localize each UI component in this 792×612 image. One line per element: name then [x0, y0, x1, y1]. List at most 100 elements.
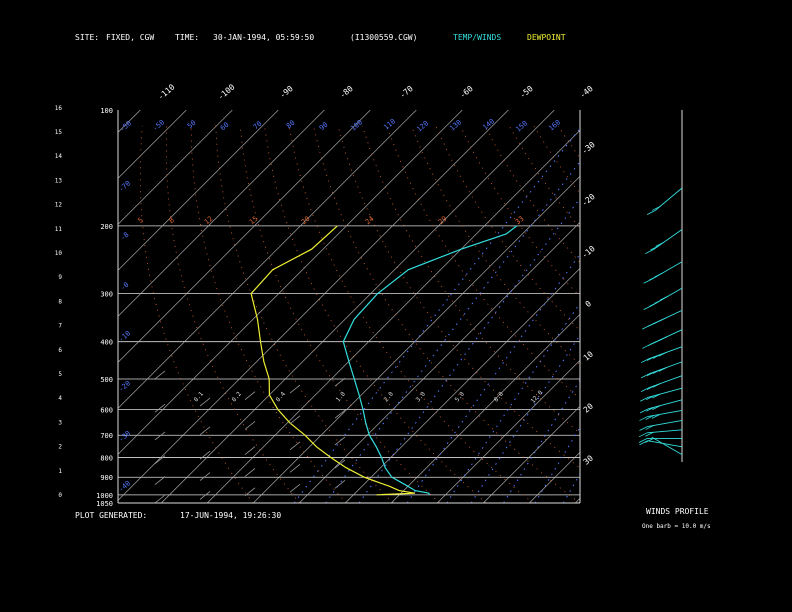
isotherm-line	[118, 110, 509, 501]
plot-generated-label: PLOT GENERATED:	[75, 511, 148, 520]
isotherm-top-label: -100	[216, 82, 237, 101]
wind-tick	[334, 436, 346, 446]
temperature-profile-line	[342, 225, 518, 496]
pressure-tick-label: 700	[100, 432, 113, 440]
isotherm-line	[0, 110, 48, 503]
mixing-ratio-line	[325, 160, 580, 503]
left-blue-label: -70	[117, 179, 132, 193]
wind-tick	[199, 491, 211, 500]
isotherm-top-label: -110	[156, 82, 177, 101]
isotherm-line	[437, 359, 580, 503]
wind-profile-barb	[639, 416, 648, 421]
wind-tick	[334, 480, 346, 489]
mixing-ratio-label: 0.1	[193, 390, 206, 403]
dry-adiabat-line	[533, 125, 580, 194]
wind-tick	[289, 384, 301, 394]
theta-label: 29	[437, 215, 449, 227]
legend-dewpoint: DEWPOINT	[527, 33, 566, 42]
isotherm-line	[345, 267, 580, 503]
mixing-ratio-label: 8.0	[493, 390, 506, 403]
wind-tick	[334, 409, 346, 419]
potential-temp-label: -50	[118, 119, 133, 133]
wind-tick	[154, 494, 166, 503]
height-tick-label: 11	[55, 226, 63, 233]
height-tick-label: 0	[58, 492, 62, 499]
pressure-tick-label: 200	[100, 223, 113, 231]
mixing-ratio-line	[470, 334, 580, 503]
height-tick-label: 7	[58, 323, 62, 330]
height-tick-label: 4	[58, 395, 62, 402]
potential-temp-label: 90	[318, 121, 330, 133]
isotherm-top-label: -40	[578, 84, 595, 100]
left-blue-label: -20	[117, 379, 132, 393]
plot-area	[0, 110, 792, 503]
isotherm-line	[759, 110, 792, 503]
wind-profile-barb	[652, 369, 662, 374]
dry-adiabat-line	[139, 125, 254, 503]
isotherm-line	[0, 110, 94, 503]
legend-temp-winds: TEMP/WINDS	[453, 33, 502, 42]
mixing-ratio-label: 0.2	[231, 390, 244, 403]
potential-temp-label: 70	[252, 120, 264, 132]
theta-label: 8	[168, 216, 176, 225]
isotherm-line	[118, 110, 417, 409]
wind-tick	[244, 487, 256, 497]
isotherm-right-label: 20	[582, 401, 595, 414]
wind-tick	[199, 426, 211, 436]
height-tick-label: 13	[55, 177, 63, 184]
mixing-ratio-line	[601, 110, 792, 503]
wind-profile-barb	[646, 395, 655, 401]
winds-profile-title: WINDS PROFILE	[646, 507, 709, 516]
mixing-ratio-label: 0.4	[275, 390, 288, 403]
wind-tick	[199, 450, 211, 460]
wind-tick	[334, 377, 346, 387]
height-tick-label: 16	[55, 105, 63, 112]
isotherm-line	[391, 313, 580, 503]
isotherm-right-label: -10	[580, 244, 597, 260]
pressure-tick-label: 600	[100, 406, 113, 414]
isotherm-line	[161, 110, 555, 503]
mixing-ratio-label: 2.0	[383, 390, 396, 403]
wind-profile-barb	[646, 371, 656, 377]
mixing-ratio-label: 5.0	[454, 390, 467, 403]
isotherm-line	[118, 110, 279, 271]
wind-profile-barb	[652, 405, 661, 410]
pressure-tick-label: 900	[100, 474, 113, 482]
isotherm-top-label: -60	[458, 84, 475, 100]
wind-profile-barb	[658, 351, 668, 357]
wind-profile-barb	[645, 431, 654, 437]
isotherm-right-label: 30	[582, 453, 595, 466]
site-value: FIXED, CGW	[106, 33, 155, 42]
wind-tick	[289, 441, 301, 451]
wind-tick	[334, 459, 346, 469]
wind-tick	[154, 370, 166, 380]
height-tick-label: 2	[58, 444, 62, 451]
dry-adiabat-line	[557, 125, 580, 159]
theta-label: 20	[300, 215, 312, 227]
mixing-ratio-line	[503, 379, 580, 503]
potential-temp-label: 130	[448, 118, 463, 132]
wind-tick	[289, 464, 301, 473]
winds-profile-note: One barb = 10.0 m/s	[642, 523, 711, 530]
mixing-ratio-line	[446, 302, 580, 503]
wind-tick	[244, 421, 256, 430]
mixing-ratio-line	[358, 197, 580, 503]
wind-tick	[154, 431, 166, 441]
potential-temp-label: 110	[382, 117, 397, 131]
mixing-ratio-line	[584, 110, 792, 503]
height-tick-label: 14	[55, 153, 63, 160]
dry-adiabat-line	[288, 125, 534, 503]
wind-profile-shaft	[647, 440, 683, 448]
wind-tick	[244, 468, 256, 477]
isotherm-line	[118, 110, 233, 225]
height-tick-label: 10	[55, 250, 63, 257]
wind-tick	[244, 391, 256, 401]
wind-tick	[154, 403, 166, 413]
pressure-tick-label: 300	[100, 291, 113, 299]
isotherm-right-label: 10	[582, 349, 595, 362]
potential-temp-label: 50	[186, 119, 198, 131]
wind-profile-barb	[640, 387, 650, 392]
dry-adiabat-line	[632, 126, 792, 503]
potential-temp-label: 150	[514, 119, 529, 133]
wind-profile-barb	[640, 408, 649, 414]
